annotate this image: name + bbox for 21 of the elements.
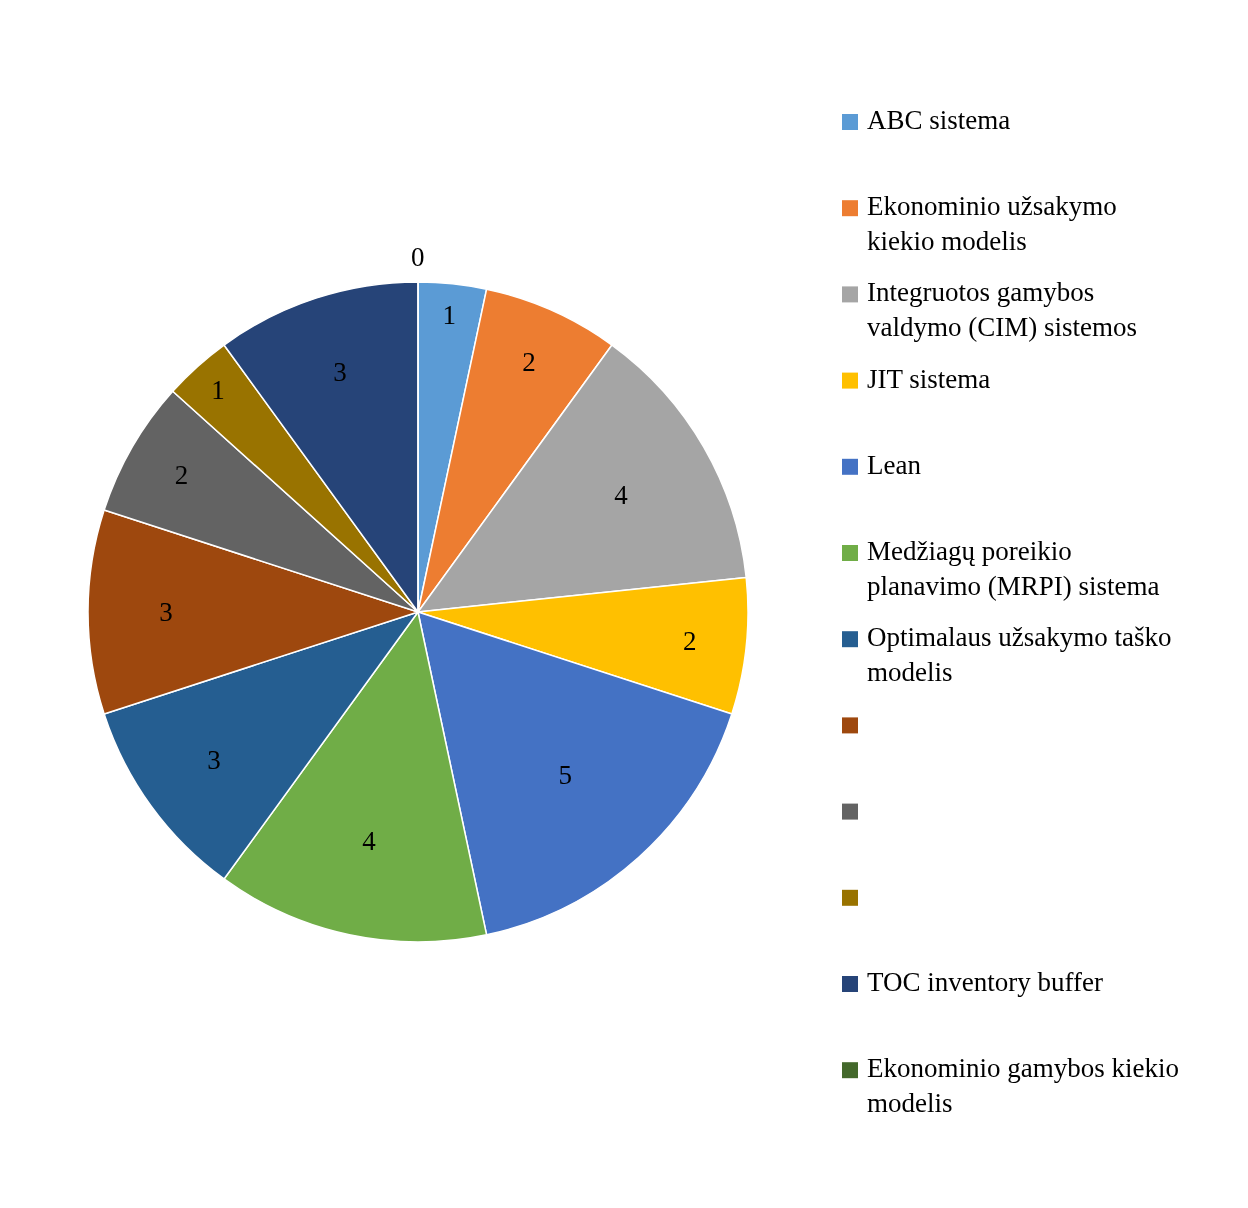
legend-label: Medžiagų poreikio planavimo (MRPI) sistema	[867, 536, 1160, 602]
data-label: 4	[362, 826, 377, 857]
legend-label: Ekonominio užsakymo kiekio modelis	[867, 191, 1117, 257]
data-label: 5	[558, 760, 572, 791]
text: 0	[411, 242, 425, 272]
legend-label: Ekonominio gamybos kiekio modelis	[867, 1053, 1179, 1119]
data-label: 3	[159, 597, 173, 627]
legend-label: TOC inventory buffer	[867, 967, 1103, 997]
data-label: 3	[207, 745, 221, 776]
legend-label: Optimalaus užsakymo taško modelis	[867, 622, 1172, 688]
data-label: 3	[333, 357, 347, 388]
data-label: 2	[522, 347, 536, 378]
data-label: 1	[211, 374, 225, 405]
data-label: 2	[174, 460, 189, 491]
data-label: 1	[442, 299, 456, 330]
data-label: 2	[682, 625, 697, 656]
data-label: 4	[614, 479, 629, 510]
legend-label: ABC sistema	[867, 105, 1011, 135]
legend-label: JIT sistema	[867, 364, 991, 394]
legend-label: Lean	[867, 450, 922, 480]
legend-label: Integruotos gamybos valdymo (CIM) sistemos	[867, 277, 1137, 343]
